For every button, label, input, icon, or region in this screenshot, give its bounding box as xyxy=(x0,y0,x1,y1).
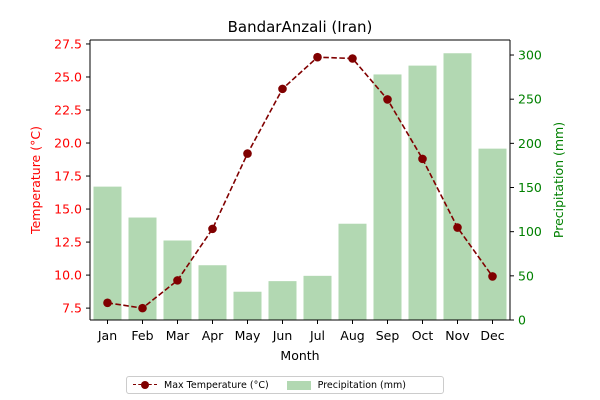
y-left-axis-label: Temperature (°C) xyxy=(28,126,43,235)
x-tick-label-nov: Nov xyxy=(445,328,470,343)
x-tick-label-jul: Jul xyxy=(309,328,325,343)
legend-item-precipitation: Precipitation (mm) xyxy=(286,379,406,391)
x-tick-label-mar: Mar xyxy=(166,328,190,343)
y-left-tick-label: 12.5 xyxy=(54,235,82,250)
y-right-tick-label: 300 xyxy=(518,48,542,63)
y-right-tick-label: 200 xyxy=(518,136,542,151)
legend-swatch-temperature xyxy=(133,380,157,390)
y-left-tick-label: 10.0 xyxy=(54,268,82,283)
precip-bar-may xyxy=(233,291,262,320)
temp-point-jul xyxy=(313,52,322,62)
x-tick-label-jan: Jan xyxy=(97,328,117,343)
precip-bar-sep xyxy=(373,74,402,320)
temp-point-may xyxy=(243,149,252,158)
chart-title: BandarAnzali (Iran) xyxy=(228,18,373,36)
legend-label-precipitation: Precipitation (mm) xyxy=(317,379,406,391)
legend-swatch-precipitation xyxy=(286,380,311,390)
legend: Max Temperature (°C) Precipitation (mm) xyxy=(126,376,444,394)
x-tick-label-may: May xyxy=(235,328,261,343)
y-right-tick-label: 100 xyxy=(518,224,542,239)
temp-point-dec xyxy=(488,272,497,281)
y-right-tick-label: 0 xyxy=(518,313,526,328)
x-tick-label-feb: Feb xyxy=(131,328,153,343)
precip-bar-dec xyxy=(478,148,507,320)
temp-point-feb xyxy=(138,303,147,313)
precip-bar-oct xyxy=(408,65,437,320)
precip-bar-jul xyxy=(303,275,332,320)
precip-bar-feb xyxy=(128,217,157,320)
temp-point-nov xyxy=(453,223,462,232)
legend-item-temperature: Max Temperature (°C) xyxy=(133,380,269,391)
precipitation-bars xyxy=(93,53,507,321)
precip-bar-nov xyxy=(443,53,472,321)
y-right-tick-label: 150 xyxy=(518,180,542,195)
x-tick-label-oct: Oct xyxy=(412,328,434,343)
temp-point-jan xyxy=(103,298,112,308)
y-right-axis-label: Precipitation (mm) xyxy=(551,122,566,238)
precip-bar-apr xyxy=(198,265,227,320)
x-tick-label-aug: Aug xyxy=(340,328,364,343)
precip-bar-jan xyxy=(93,186,122,320)
y-right-tick-label: 50 xyxy=(518,268,534,283)
temp-point-jun xyxy=(278,84,287,94)
y-left-tick-label: 15.0 xyxy=(54,202,82,217)
y-left-tick-label: 17.5 xyxy=(54,169,82,184)
x-tick-label-apr: Apr xyxy=(202,328,224,343)
precip-bar-aug xyxy=(338,223,367,320)
precip-bar-jun xyxy=(268,281,297,320)
x-tick-label-sep: Sep xyxy=(376,328,400,343)
temp-point-aug xyxy=(348,54,357,63)
temperature-series-line xyxy=(107,56,494,309)
x-tick-label-dec: Dec xyxy=(480,328,504,343)
x-tick-label-jun: Jun xyxy=(272,328,293,343)
y-left-tick-label: 25.0 xyxy=(54,69,82,84)
temp-point-sep xyxy=(383,95,392,104)
y-right-tick-label: 250 xyxy=(518,92,542,107)
x-axis-label: Month xyxy=(280,348,319,363)
y-left-tick-label: 27.5 xyxy=(54,36,82,51)
temp-point-mar xyxy=(173,276,182,285)
legend-label-temperature: Max Temperature (°C) xyxy=(164,379,269,391)
temperature-line xyxy=(103,52,497,313)
y-left-tick-label: 7.5 xyxy=(62,301,82,316)
temp-point-apr xyxy=(208,224,217,234)
y-left-tick-label: 22.5 xyxy=(54,103,82,118)
axes: Jan Feb Mar Apr May Jun Jul Aug Sep Oct Nov Dec 7.5 1… xyxy=(54,36,542,343)
temp-point-oct xyxy=(418,154,427,164)
y-left-tick-label: 20.0 xyxy=(54,136,82,151)
